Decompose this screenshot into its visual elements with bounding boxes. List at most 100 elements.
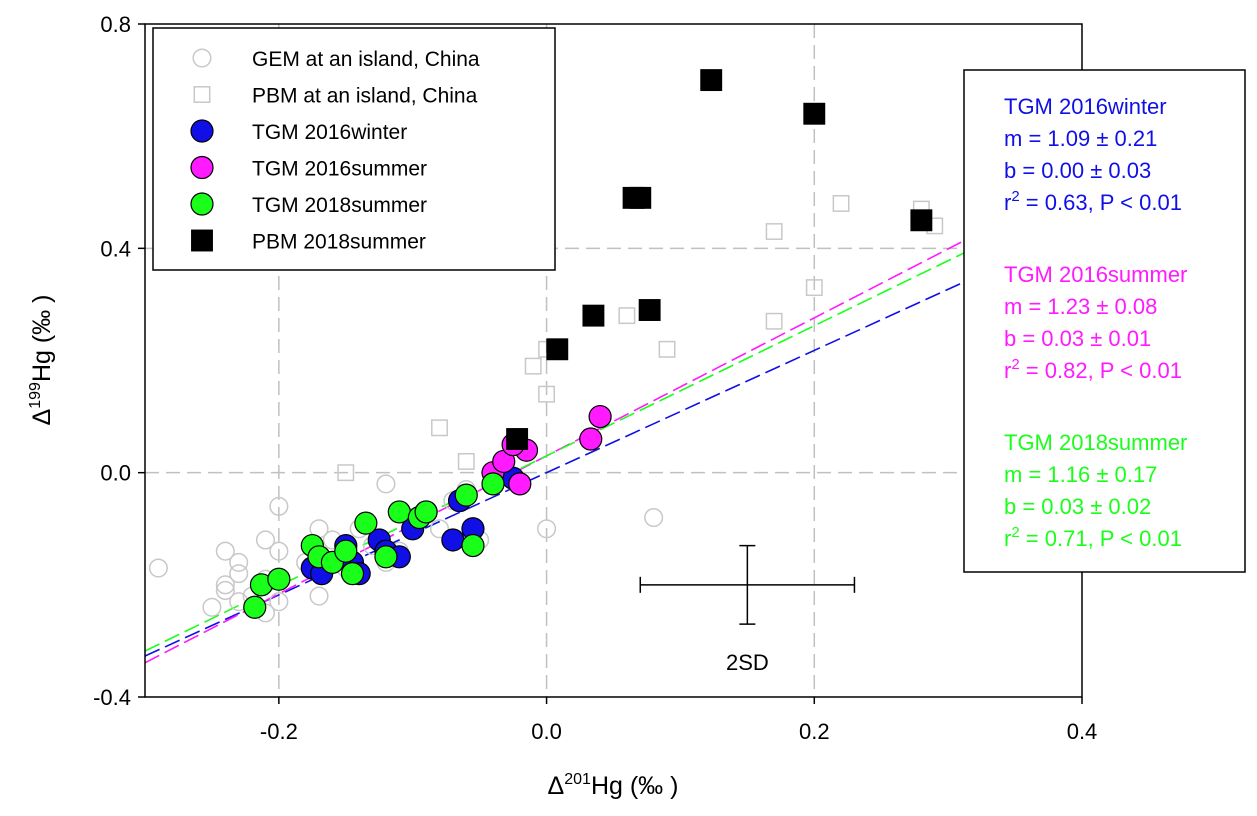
legend-label-pbm-at-an-island-china: PBM at an island, China <box>252 85 478 108</box>
gem-at-an-island-china-point <box>215 580 235 600</box>
gem-at-an-island-china-point <box>269 496 289 516</box>
pbm-2018summer-point <box>582 304 605 327</box>
regression-line <box>145 194 1082 652</box>
tgm-2018summer-point <box>414 500 438 524</box>
tgm-2018summer-point <box>461 533 485 558</box>
pbm-at-an-island-china-point <box>618 307 636 325</box>
stats-title: TGM 2016summer <box>1004 262 1187 287</box>
stats-title: TGM 2018summer <box>1004 430 1187 455</box>
r-symbol: r <box>1004 526 1011 551</box>
legend-label-tgm-2016winter: TGM 2016winter <box>252 121 407 144</box>
gem-at-an-island-china-point <box>215 575 235 595</box>
x-tick-label: 0.2 <box>799 719 830 744</box>
tgm-2016summer-point <box>588 404 612 429</box>
legend-label-tgm-2018summer: TGM 2018summer <box>252 194 427 217</box>
r-value: = 0.82, P < 0.01 <box>1020 358 1182 383</box>
stats-box-frame <box>963 69 1246 573</box>
legend-marker-tgm-2016summer <box>190 155 214 180</box>
stats-m-line: m = 1.16 ± 0.17 <box>1004 462 1157 487</box>
data-points <box>148 69 944 623</box>
r-superscript: 2 <box>1011 356 1019 373</box>
pbm-at-an-island-china-point <box>538 385 556 403</box>
r-value: = 0.63, P < 0.01 <box>1020 190 1182 215</box>
stats-b-line: b = 0.03 ± 0.01 <box>1004 326 1151 351</box>
tgm-2018summer-point <box>481 472 505 496</box>
tgm-2018summer-point <box>340 562 365 586</box>
y-tick-label: 0.4 <box>100 236 131 261</box>
gem-at-an-island-china-point <box>537 519 557 539</box>
regression-line <box>145 227 1082 657</box>
axis-ticks: -0.2 0.0 0.2 0.4 -0.4 0.0 0.4 0.8 <box>93 12 1097 744</box>
r-value: = 0.71, P < 0.01 <box>1020 526 1182 551</box>
regression-lines <box>145 179 1082 664</box>
gem-at-an-island-china-point <box>269 592 289 612</box>
x-tick-label: -0.2 <box>260 719 298 744</box>
stats-title: TGM 2016winter <box>1004 94 1167 119</box>
pbm-at-an-island-china-point <box>765 312 783 330</box>
pbm-at-an-island-china-point <box>832 195 850 212</box>
x-tick-label: 0.4 <box>1067 719 1098 744</box>
pbm-2018summer-point <box>803 102 826 125</box>
tgm-2016summer-point <box>508 472 532 496</box>
tgm-2018summer-point <box>334 539 358 563</box>
regression-stats-box: TGM 2016winter m = 1.09 ± 0.21 b = 0.00 ± … <box>963 69 1246 573</box>
gem-at-an-island-china-point <box>215 541 235 561</box>
gem-at-an-island-china-point <box>202 597 222 617</box>
legend-marker-gem-at-an-island-china <box>192 48 212 68</box>
x-axis-label: Δ201Hg (‰ ) <box>548 771 679 800</box>
pbm-2018summer-point <box>506 428 529 450</box>
pbm-2018summer-point <box>546 338 569 361</box>
gem-at-an-island-china-point <box>269 541 289 561</box>
gem-at-an-island-china-point <box>229 552 249 572</box>
y-tick-label: 0.0 <box>100 461 131 486</box>
pbm-at-an-island-china-point <box>658 340 676 358</box>
pbm-2018summer-point <box>629 186 652 209</box>
r-superscript: 2 <box>1011 524 1019 541</box>
r-superscript: 2 <box>1011 188 1019 205</box>
r-symbol: r <box>1004 190 1011 215</box>
stats-r-squared-line: r2 = 0.82, P < 0.01 <box>1004 356 1182 383</box>
stats-b-line: b = 0.03 ± 0.02 <box>1004 494 1151 519</box>
legend-marker-pbm-at-an-island-china <box>193 86 211 103</box>
tgm-2018summer-point <box>387 500 411 524</box>
legend-box <box>152 27 556 271</box>
tgm-2018summer-point <box>267 567 291 591</box>
legend-marker-pbm-2018summer <box>191 229 213 252</box>
legend-label-tgm-2016summer: TGM 2016summer <box>252 158 427 181</box>
tgm-2018summer-point <box>454 483 478 507</box>
pbm-at-an-island-china-point <box>765 223 783 240</box>
stats-r-squared-line: r2 = 0.63, P < 0.01 <box>1004 188 1182 215</box>
tgm-2018summer-point <box>354 511 378 535</box>
gem-at-an-island-china-point <box>148 558 168 578</box>
tgm-2018summer-point <box>243 595 267 619</box>
pbm-at-an-island-china-point <box>431 419 448 437</box>
stats-b-line: b = 0.00 ± 0.03 <box>1004 158 1151 183</box>
gem-at-an-island-china-point <box>229 564 249 584</box>
stats-m-line: m = 1.09 ± 0.21 <box>1004 126 1157 151</box>
pbm-at-an-island-china-point <box>805 279 823 297</box>
y-tick-label: 0.8 <box>100 12 131 37</box>
y-axis-label: Δ199Hg (‰ ) <box>27 295 56 426</box>
error-bar-2sd: 2SD <box>639 544 856 675</box>
pbm-at-an-island-china-point <box>524 357 542 375</box>
legend-marker-tgm-2016winter <box>190 119 214 143</box>
pbm-at-an-island-china-point <box>337 464 355 482</box>
x-tick-label: 0.0 <box>531 719 562 744</box>
gem-at-an-island-china-point <box>309 586 329 606</box>
pbm-2018summer-point <box>910 209 933 232</box>
legend-label-gem-at-an-island-china: GEM at an island, China <box>252 48 480 71</box>
tgm-2018summer-point <box>374 545 398 569</box>
pbm-at-an-island-china-point <box>457 453 475 470</box>
tgm-2016winter-point <box>441 528 465 552</box>
stats-m-line: m = 1.23 ± 0.08 <box>1004 294 1157 319</box>
gem-at-an-island-china-point <box>376 474 396 494</box>
stats-r-squared-line: r2 = 0.71, P < 0.01 <box>1004 524 1182 551</box>
gem-at-an-island-china-point <box>255 530 276 550</box>
pbm-2018summer-point <box>700 69 723 92</box>
r-symbol: r <box>1004 358 1011 383</box>
error-bar-label: 2SD <box>726 650 769 675</box>
legend-marker-tgm-2018summer <box>190 192 214 216</box>
tgm-2016summer-point <box>579 427 603 451</box>
gem-at-an-island-china-point <box>429 519 450 539</box>
